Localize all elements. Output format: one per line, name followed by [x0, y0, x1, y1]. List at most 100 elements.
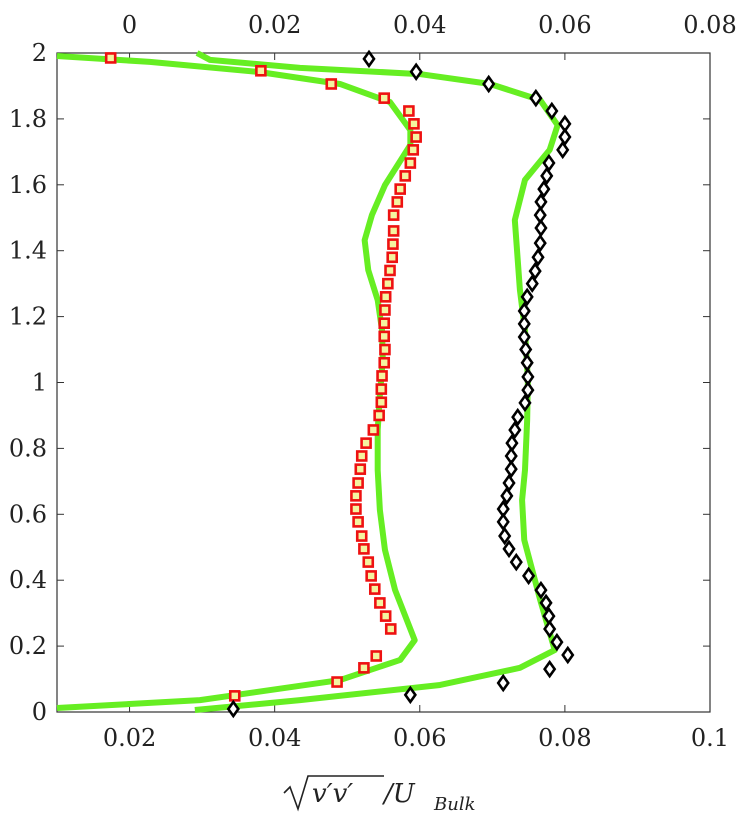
square-marker	[104, 52, 117, 64]
square-marker	[379, 304, 391, 316]
square-marker	[350, 503, 362, 515]
square-marker	[375, 383, 388, 395]
square-marker	[358, 662, 370, 674]
diamond-marker	[496, 673, 510, 693]
diamond-marker	[504, 459, 518, 479]
diamond-marker	[500, 486, 514, 506]
y-tick-label: 1	[32, 369, 47, 397]
x-tick-label: 0.02	[103, 724, 156, 752]
diamond-marker	[403, 685, 417, 705]
square-marker	[354, 463, 367, 475]
profile-line	[56, 52, 418, 712]
diamond-marker	[502, 473, 516, 493]
diamond-marker	[226, 699, 240, 719]
square-marker	[404, 157, 417, 169]
square-marker	[355, 450, 368, 462]
square-marker	[410, 131, 422, 143]
square-marker	[373, 409, 385, 422]
square-marker	[375, 396, 388, 409]
y-tick-label: 0.2	[9, 632, 47, 660]
diamond-marker	[529, 88, 543, 108]
square-marker	[350, 490, 362, 502]
x-label-subscript: Bulk	[433, 794, 475, 815]
square-marker	[362, 556, 375, 568]
x2-tick-label: 0.08	[683, 11, 736, 39]
x-label-slash: /U	[381, 779, 416, 809]
diamond-marker	[525, 274, 539, 293]
x-axis-label: v′v′ /U Bulk	[283, 775, 475, 815]
diamond-marker	[482, 74, 496, 94]
square-marker	[255, 64, 267, 77]
diamond-marker	[496, 512, 510, 532]
square-marker	[331, 676, 343, 688]
diamond-marker	[561, 645, 575, 665]
y-tick-label: 1.4	[9, 237, 47, 265]
square-marker	[379, 343, 391, 356]
x-tick-label: 0.1	[691, 724, 729, 752]
diamond-marker	[543, 659, 557, 679]
diamond-marker	[534, 580, 548, 600]
square-marker	[376, 370, 388, 382]
x2-tick-label: 0.06	[538, 11, 591, 39]
diamond-marker	[409, 62, 423, 82]
diamond-marker	[509, 552, 523, 572]
x-tick-label: 0.08	[538, 724, 591, 752]
square-marker	[387, 225, 400, 237]
square-marker	[352, 516, 364, 528]
radical-sign	[283, 775, 384, 812]
y-tick-label: 1.2	[9, 303, 47, 331]
square-marker	[360, 437, 372, 449]
x2-tick-label: 0.04	[393, 11, 446, 39]
y-tick-label: 0.4	[9, 566, 47, 594]
diamond-marker	[533, 233, 547, 253]
diamond-marker	[556, 140, 570, 160]
x-label-radicand: v′v′	[312, 779, 353, 809]
diamond-marker	[518, 393, 532, 413]
diamond-marker	[534, 218, 548, 238]
square-marker	[378, 92, 391, 104]
profile-line	[194, 50, 561, 714]
square-marker	[378, 317, 391, 329]
square-marker	[358, 543, 370, 555]
diamond-marker	[522, 566, 536, 586]
diamond-marker	[550, 632, 564, 652]
square-marker	[365, 570, 377, 582]
square-marker	[387, 209, 400, 221]
square-marker	[325, 78, 338, 90]
y-tick-label: 1.8	[9, 105, 47, 133]
square-marker	[378, 330, 391, 343]
diamond-marker	[508, 420, 522, 440]
square-marker	[399, 170, 412, 182]
square-marker	[386, 251, 399, 264]
y-tick-label: 0.8	[9, 434, 47, 462]
x2-tick-label: 0.02	[248, 11, 301, 39]
square-marker	[384, 623, 397, 635]
diamond-marker	[545, 101, 559, 121]
square-marker	[387, 238, 399, 250]
y-tick-label: 0.6	[9, 500, 47, 528]
diamond-marker	[520, 287, 534, 307]
square-marker	[355, 530, 368, 542]
square-marker	[378, 356, 391, 369]
square-marker	[407, 144, 420, 156]
square-marker	[374, 597, 386, 609]
diamond-marker	[540, 166, 554, 186]
square-marker	[382, 277, 394, 290]
square-marker	[352, 477, 364, 489]
diamond-marker	[362, 49, 376, 69]
y-tick-label: 0	[32, 698, 47, 726]
square-marker	[379, 291, 392, 303]
square-marker	[367, 424, 380, 436]
square-marker	[408, 118, 420, 130]
square-marker	[228, 690, 241, 702]
x2-tick-label: 0	[122, 11, 137, 39]
diamond-marker	[539, 593, 553, 613]
diamond-marker	[502, 539, 516, 559]
square-marker	[384, 264, 396, 277]
x-tick-label: 0.06	[393, 724, 446, 752]
diamond-marker	[531, 248, 545, 267]
x-tick-label: 0.04	[248, 724, 301, 752]
square-marker	[379, 610, 392, 622]
diamond-marker	[498, 526, 512, 546]
